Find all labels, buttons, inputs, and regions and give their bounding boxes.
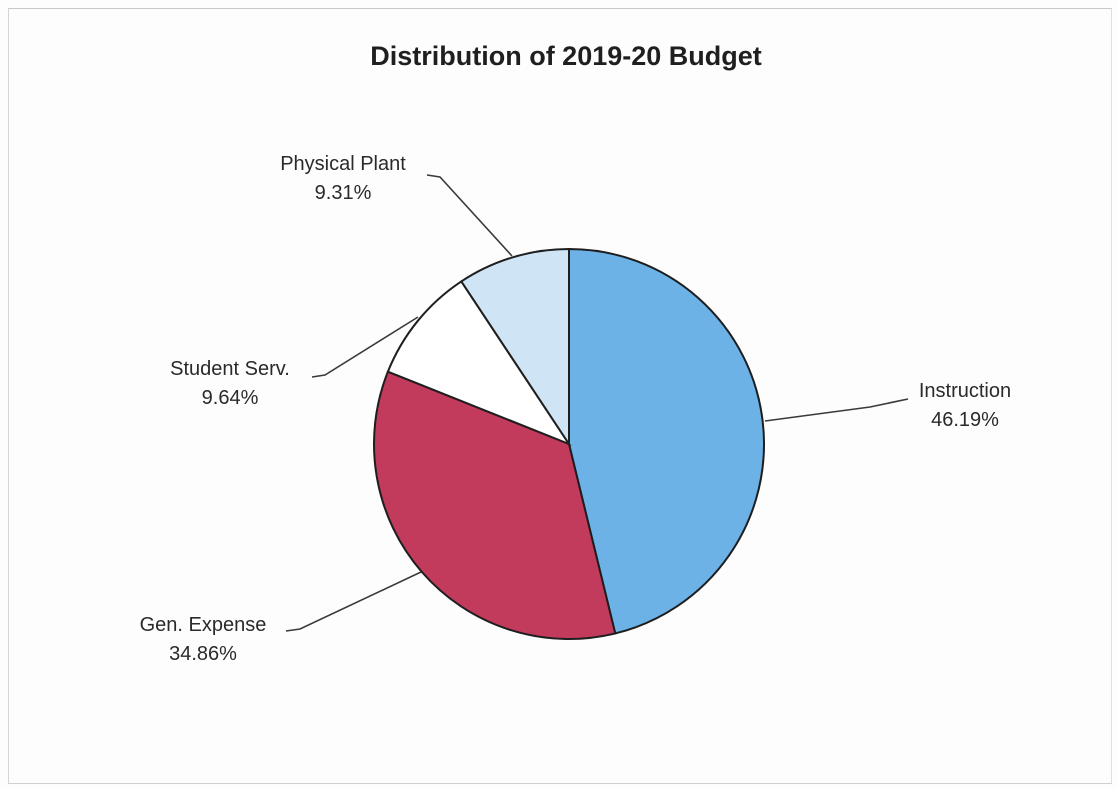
leader-lines: [285, 174, 909, 632]
leader-line: [426, 174, 513, 257]
leader-line: [764, 398, 909, 422]
pie-slice-physical-plant: [459, 247, 570, 448]
slice-labels: Instruction 46.19% Gen. Expense 34.86% Stude…: [140, 153, 1012, 665]
leader-line: [311, 316, 419, 378]
slice-value-label: 9.64%: [202, 387, 259, 409]
slice-name-label: Instruction: [919, 380, 1011, 402]
pie-slice-student-serv: [386, 280, 572, 447]
slice-value-label: 46.19%: [931, 409, 999, 431]
slice-value-label: 34.86%: [169, 643, 237, 665]
pie-slices: [373, 247, 765, 641]
slice-name-label: Physical Plant: [280, 153, 406, 175]
pie-slice-instruction: [568, 247, 765, 635]
slice-name-label: Student Serv.: [170, 358, 290, 380]
chart-frame: [8, 8, 1112, 784]
leader-line: [285, 571, 422, 632]
slice-value-label: 9.31%: [315, 182, 372, 204]
chart-title: Distribution of 2019-20 Budget: [370, 41, 762, 71]
slice-name-label: Gen. Expense: [140, 614, 267, 636]
